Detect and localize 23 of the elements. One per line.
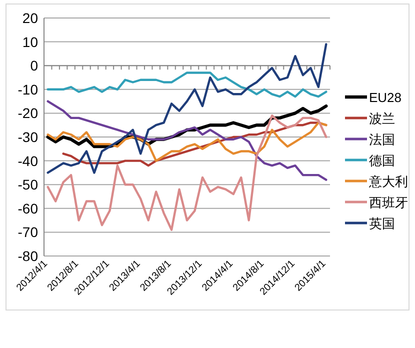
- y-tick-label: -70: [18, 224, 38, 240]
- legend-label: EU28: [369, 90, 402, 105]
- line-series: [46, 100, 328, 181]
- y-tick-label: 0: [30, 58, 38, 74]
- legend-label: 波兰: [369, 111, 395, 126]
- legend-label: 法国: [369, 132, 395, 147]
- y-tick-label: 10: [22, 34, 38, 50]
- legend-label: 英国: [369, 216, 395, 231]
- legend-label: 德国: [369, 153, 395, 168]
- y-tick-label: 20: [22, 10, 38, 26]
- legend-label: 西班牙: [369, 195, 408, 210]
- legend-label: 意大利: [368, 174, 408, 189]
- line-series: [46, 43, 328, 174]
- y-tick-label: -30: [18, 129, 38, 145]
- line-series: [46, 72, 328, 98]
- y-tick-label: -50: [18, 176, 38, 193]
- y-tick-label: -60: [18, 200, 38, 216]
- line-series: [46, 114, 328, 231]
- line-series: [46, 122, 328, 162]
- y-tick-label: -10: [18, 81, 38, 98]
- y-tick-label: -80: [18, 248, 38, 264]
- y-tick-label: -20: [18, 105, 38, 122]
- y-tick-label: -40: [18, 152, 38, 169]
